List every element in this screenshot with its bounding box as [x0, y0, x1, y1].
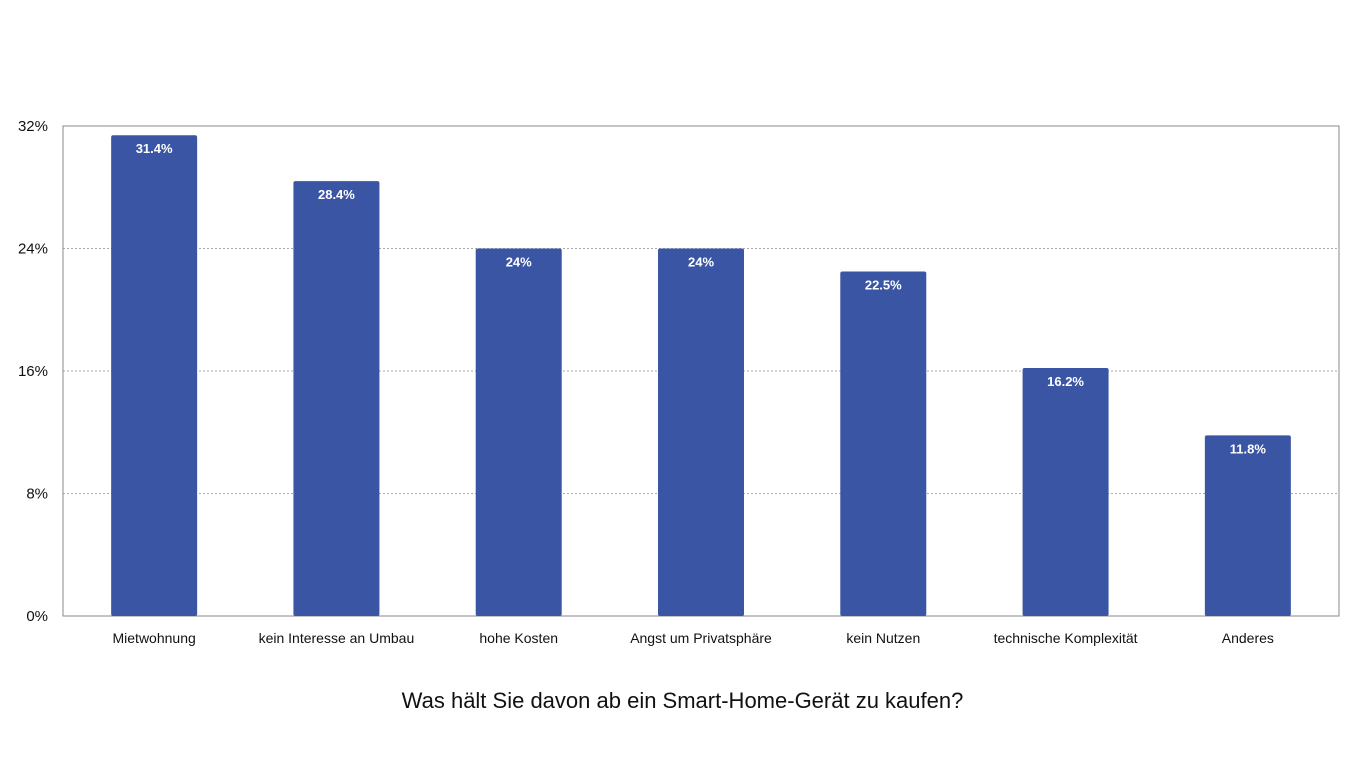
x-tick-label: kein Interesse an Umbau [259, 630, 415, 646]
bar [475, 248, 562, 616]
data-label: 11.8% [1230, 441, 1267, 456]
bar [1022, 367, 1109, 616]
data-label: 22.5% [865, 277, 902, 292]
chart-svg: 0% 8% 16% 24% 32% 31.4% Mietwohnung 28.4% kein I… [18, 118, 1340, 646]
data-label: 28.4% [318, 187, 355, 202]
x-tick-label: technische Komplexität [994, 630, 1138, 646]
data-label: 16.2% [1047, 374, 1084, 389]
data-label: 24% [506, 255, 532, 270]
x-tick-label: kein Nutzen [846, 630, 920, 646]
bar [111, 135, 198, 616]
bar [293, 181, 380, 616]
y-tick-label: 8% [26, 486, 48, 503]
x-tick-label: Anderes [1222, 630, 1274, 646]
chart-title: Was hält Sie davon ab ein Smart-Home-Ger… [401, 688, 964, 713]
bar [840, 271, 927, 616]
y-tick-label: 0% [26, 608, 48, 625]
y-tick-label: 24% [18, 241, 48, 258]
x-tick-label: hohe Kosten [479, 630, 558, 646]
data-label: 24% [688, 255, 714, 270]
bar [1204, 435, 1291, 616]
x-tick-label: Angst um Privatsphäre [630, 630, 772, 646]
data-label: 31.4% [136, 141, 173, 156]
y-tick-label: 32% [18, 118, 48, 135]
y-tick-label: 16% [18, 363, 48, 380]
bar [658, 248, 744, 616]
x-tick-label: Mietwohnung [113, 630, 196, 646]
